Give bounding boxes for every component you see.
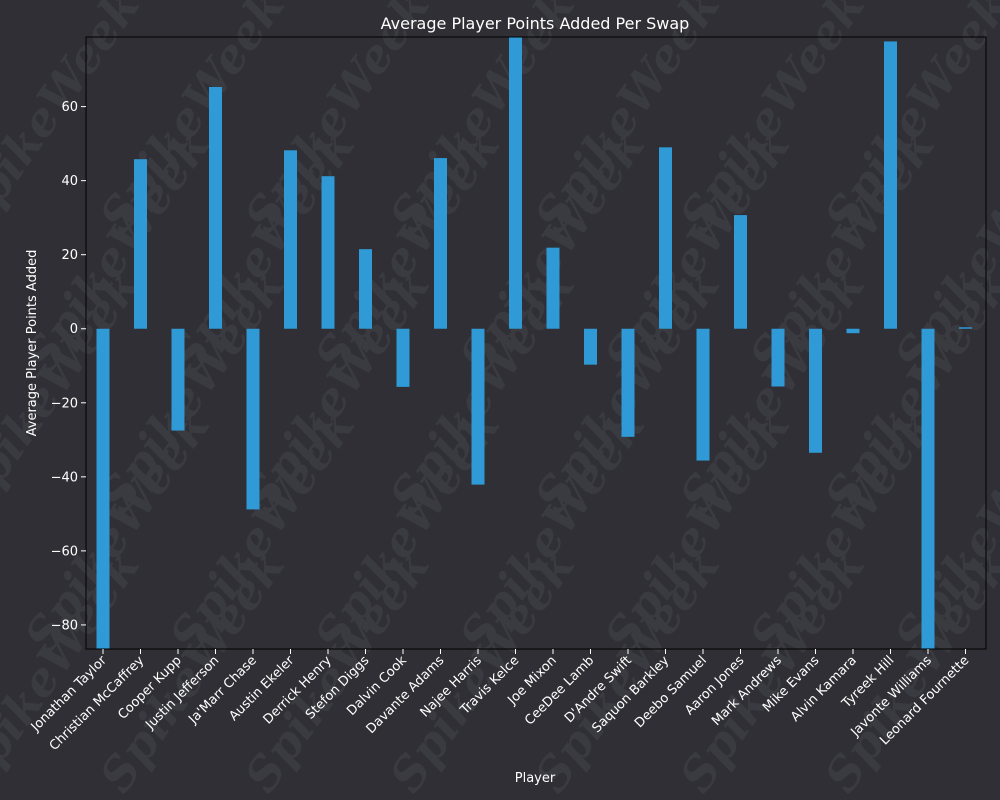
- bar-9: [434, 158, 447, 329]
- bar-19: [809, 328, 822, 453]
- bars: [96, 37, 972, 649]
- bar-17: [734, 215, 747, 329]
- y-axis-label: Average Player Points Added: [25, 250, 40, 437]
- bar-15: [659, 147, 672, 329]
- x-axis-label: Player: [515, 771, 556, 786]
- y-tick-label: 40: [61, 174, 78, 189]
- bar-22: [921, 328, 935, 649]
- bar-12: [546, 247, 560, 329]
- bar-23: [959, 327, 972, 329]
- bar-4: [246, 328, 260, 510]
- bar-16: [696, 328, 710, 461]
- bar-8: [396, 328, 410, 387]
- plot-frame: [85, 36, 987, 650]
- bar-5: [284, 150, 297, 329]
- chart-title: Average Player Points Added Per Swap: [381, 14, 690, 33]
- bar-21: [884, 41, 897, 329]
- bar-13: [584, 328, 597, 365]
- bar-14: [621, 328, 635, 437]
- bar-6: [321, 176, 335, 329]
- bar-0: [96, 328, 110, 649]
- y-axis: −80 −60 −40 −20 0 20 40 60: [51, 100, 86, 633]
- y-tick-label: 60: [61, 100, 78, 115]
- y-tick-label: −20: [51, 396, 78, 411]
- bar-18: [771, 328, 785, 387]
- bar-10: [471, 328, 485, 485]
- bar-11: [509, 37, 522, 329]
- y-tick-label: 0: [70, 322, 78, 337]
- y-tick-label: 20: [61, 248, 78, 263]
- bar-7: [359, 249, 372, 329]
- bar-1: [134, 159, 147, 329]
- bar-2: [171, 328, 185, 431]
- bar-3: [209, 86, 222, 329]
- y-tick-label: −80: [51, 618, 78, 633]
- y-tick-label: −60: [51, 544, 78, 559]
- y-tick-label: −40: [51, 470, 78, 485]
- bar-20: [846, 328, 860, 334]
